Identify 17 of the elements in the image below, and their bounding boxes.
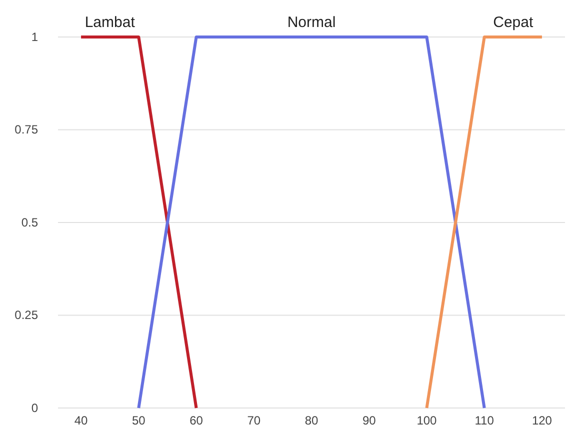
x-tick-label: 100 (416, 414, 438, 428)
x-tick-label: 70 (247, 414, 261, 428)
series-label: Lambat (84, 14, 136, 31)
y-tick-label: 0.75 (14, 122, 38, 137)
y-tick-label: 0.5 (21, 215, 38, 230)
x-tick-label: 80 (304, 414, 318, 428)
x-tick-label: 120 (532, 414, 552, 428)
y-tick-label: 1 (31, 30, 38, 44)
x-tick-label: 60 (190, 414, 204, 428)
x-tick-label: 50 (132, 414, 146, 428)
series-label: Normal (287, 14, 336, 31)
series-label: Cepat (493, 14, 534, 31)
x-tick-label: 110 (474, 414, 494, 428)
y-tick-label: 0 (31, 400, 38, 415)
y-tick-label: 0.25 (14, 308, 38, 322)
x-tick-label: 90 (362, 414, 376, 428)
x-tick-label: 40 (74, 414, 88, 428)
